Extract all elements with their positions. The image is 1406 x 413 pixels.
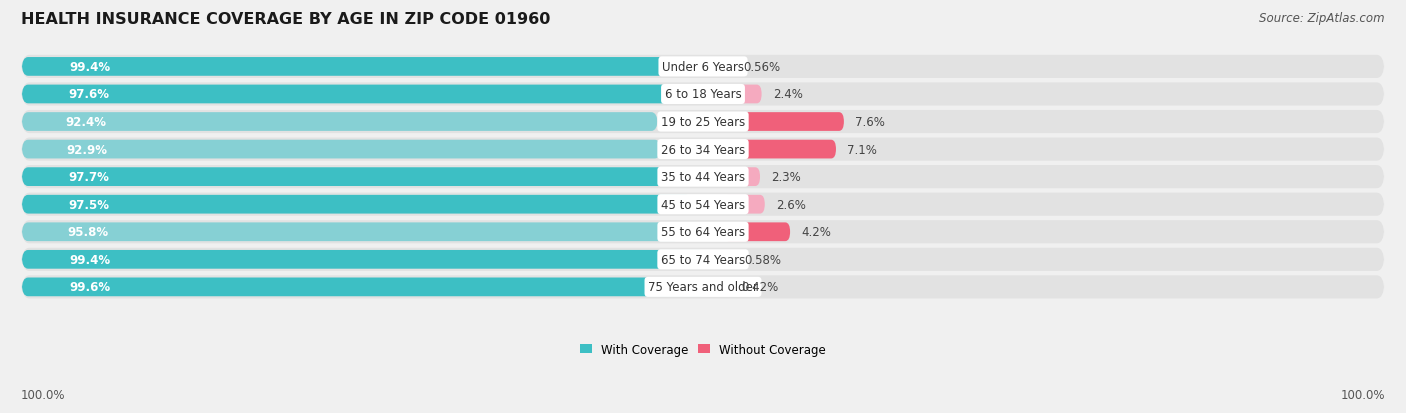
FancyBboxPatch shape (22, 83, 1384, 106)
Text: 0.58%: 0.58% (744, 253, 780, 266)
Text: 99.4%: 99.4% (70, 253, 111, 266)
Text: 97.7%: 97.7% (69, 171, 110, 184)
FancyBboxPatch shape (22, 193, 1384, 216)
FancyBboxPatch shape (22, 56, 1384, 79)
Text: 55 to 64 Years: 55 to 64 Years (661, 226, 745, 239)
FancyBboxPatch shape (22, 250, 706, 269)
Text: 0.42%: 0.42% (741, 281, 779, 294)
FancyBboxPatch shape (22, 275, 1384, 299)
Text: 6 to 18 Years: 6 to 18 Years (665, 88, 741, 101)
FancyBboxPatch shape (724, 250, 733, 269)
FancyBboxPatch shape (22, 248, 1384, 271)
FancyBboxPatch shape (724, 58, 733, 76)
FancyBboxPatch shape (22, 140, 661, 159)
Legend: With Coverage, Without Coverage: With Coverage, Without Coverage (579, 343, 827, 356)
Text: 4.2%: 4.2% (801, 226, 831, 239)
Text: 99.6%: 99.6% (70, 281, 111, 294)
Text: 35 to 44 Years: 35 to 44 Years (661, 171, 745, 184)
FancyBboxPatch shape (22, 195, 693, 214)
FancyBboxPatch shape (22, 221, 1384, 244)
Text: 26 to 34 Years: 26 to 34 Years (661, 143, 745, 156)
FancyBboxPatch shape (22, 278, 707, 297)
Text: 100.0%: 100.0% (1340, 388, 1385, 401)
FancyBboxPatch shape (22, 111, 1384, 134)
FancyBboxPatch shape (724, 278, 730, 297)
Text: 7.1%: 7.1% (846, 143, 877, 156)
FancyBboxPatch shape (724, 140, 837, 159)
Text: 95.8%: 95.8% (67, 226, 108, 239)
Text: Source: ZipAtlas.com: Source: ZipAtlas.com (1260, 12, 1385, 25)
Text: 97.6%: 97.6% (69, 88, 110, 101)
FancyBboxPatch shape (22, 113, 658, 132)
FancyBboxPatch shape (724, 195, 765, 214)
FancyBboxPatch shape (724, 223, 790, 242)
Text: 7.6%: 7.6% (855, 116, 884, 129)
Text: 75 Years and older: 75 Years and older (648, 281, 758, 294)
FancyBboxPatch shape (22, 138, 1384, 161)
FancyBboxPatch shape (22, 168, 695, 187)
FancyBboxPatch shape (724, 168, 761, 187)
Text: 92.9%: 92.9% (66, 143, 107, 156)
Text: 97.5%: 97.5% (69, 198, 110, 211)
Text: 65 to 74 Years: 65 to 74 Years (661, 253, 745, 266)
FancyBboxPatch shape (22, 223, 681, 242)
FancyBboxPatch shape (724, 85, 762, 104)
FancyBboxPatch shape (724, 113, 844, 132)
FancyBboxPatch shape (22, 58, 706, 76)
Text: 2.6%: 2.6% (776, 198, 806, 211)
Text: 0.56%: 0.56% (744, 61, 780, 74)
Text: 99.4%: 99.4% (70, 61, 111, 74)
Text: 92.4%: 92.4% (66, 116, 107, 129)
Text: 2.4%: 2.4% (773, 88, 803, 101)
Text: 2.3%: 2.3% (770, 171, 801, 184)
Text: HEALTH INSURANCE COVERAGE BY AGE IN ZIP CODE 01960: HEALTH INSURANCE COVERAGE BY AGE IN ZIP … (21, 12, 551, 27)
FancyBboxPatch shape (22, 85, 693, 104)
Text: 100.0%: 100.0% (21, 388, 66, 401)
Text: 19 to 25 Years: 19 to 25 Years (661, 116, 745, 129)
Text: Under 6 Years: Under 6 Years (662, 61, 744, 74)
Text: 45 to 54 Years: 45 to 54 Years (661, 198, 745, 211)
FancyBboxPatch shape (22, 166, 1384, 189)
